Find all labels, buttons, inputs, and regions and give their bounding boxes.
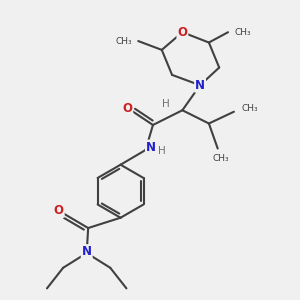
Text: CH₃: CH₃ [212, 154, 229, 164]
Text: CH₃: CH₃ [241, 104, 258, 113]
Text: O: O [122, 102, 132, 115]
Text: CH₃: CH₃ [235, 28, 251, 37]
Text: H: H [162, 99, 170, 110]
Text: CH₃: CH₃ [115, 37, 132, 46]
Text: N: N [195, 79, 205, 92]
Text: O: O [177, 26, 188, 39]
Text: N: N [146, 141, 156, 154]
Text: N: N [82, 245, 92, 258]
Text: O: O [54, 204, 64, 217]
Text: H: H [158, 146, 166, 157]
